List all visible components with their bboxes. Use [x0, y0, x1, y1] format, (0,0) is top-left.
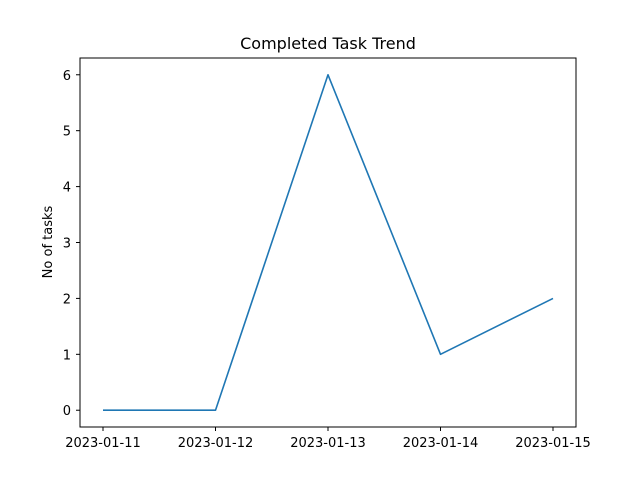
- y-tick-label: 0: [63, 404, 71, 419]
- y-tick-label: 2: [63, 292, 71, 307]
- y-tick-label: 4: [63, 181, 71, 196]
- y-axis-label: No of tasks: [41, 205, 56, 278]
- y-tick-label: 1: [63, 348, 71, 363]
- chart-title: Completed Task Trend: [240, 34, 416, 53]
- y-tick-label: 3: [63, 237, 71, 252]
- y-tick-label: 5: [63, 125, 71, 140]
- x-tick-label: 2023-01-12: [178, 436, 254, 451]
- x-tick-label: 2023-01-15: [515, 436, 591, 451]
- x-tick-label: 2023-01-13: [290, 436, 366, 451]
- plot-area: 0 1 2 3 4 5 6 2023-01-11 2023-01-12 2023-01-13 202…: [63, 57, 591, 451]
- x-tick-label: 2023-01-14: [403, 436, 479, 451]
- y-tick-label: 6: [63, 69, 71, 84]
- x-tick-label: 2023-01-11: [65, 436, 141, 451]
